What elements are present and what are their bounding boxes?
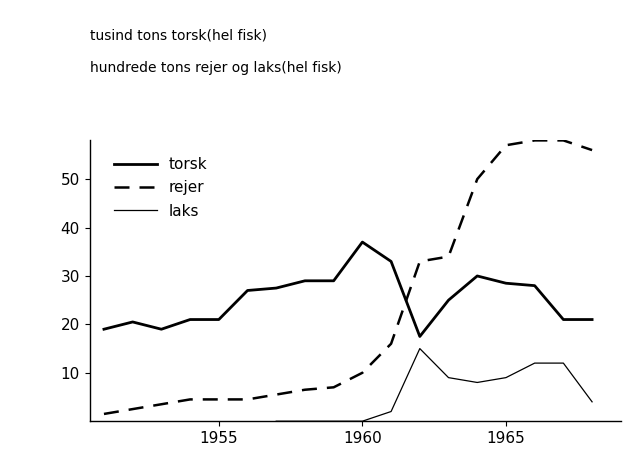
Text: tusind tons torsk(hel fisk): tusind tons torsk(hel fisk) [90,28,267,42]
Legend: torsk, rejer, laks: torsk, rejer, laks [108,151,214,225]
Text: hundrede tons rejer og laks(hel fisk): hundrede tons rejer og laks(hel fisk) [90,61,341,75]
